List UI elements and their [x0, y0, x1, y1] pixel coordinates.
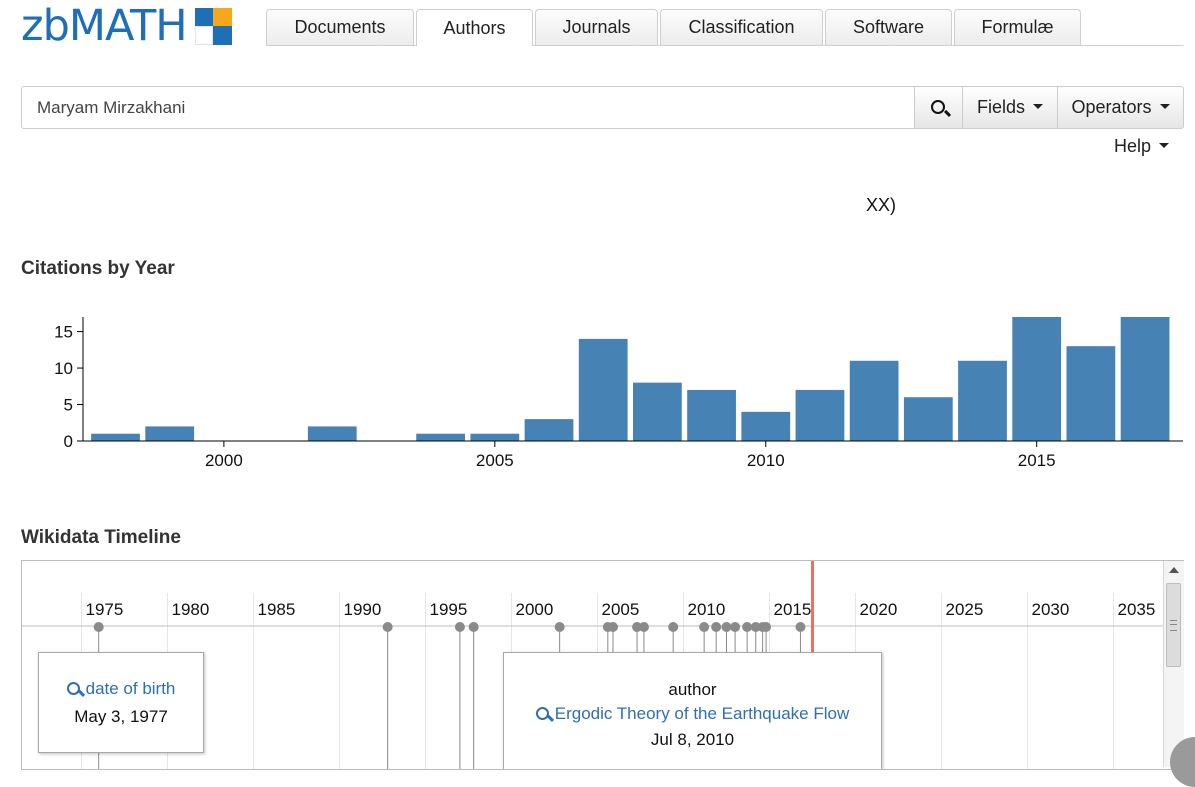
bar-2011[interactable]	[795, 389, 845, 441]
bar-2010[interactable]	[741, 411, 791, 441]
scroll-up-arrow-icon[interactable]	[1169, 567, 1179, 573]
caret-down-icon	[1159, 143, 1170, 148]
scroll-thumb[interactable]	[1166, 583, 1181, 667]
timeline-event-dot[interactable]	[638, 622, 649, 632]
bar-2015[interactable]	[1012, 317, 1062, 441]
bar-2002[interactable]	[307, 426, 357, 441]
timeline-year-label: 1985	[258, 600, 296, 619]
timeline-year-label: 2035	[1118, 600, 1156, 619]
help-dropdown[interactable]: Help	[1114, 136, 1170, 157]
search-icon	[930, 99, 947, 116]
timeline-event-dot[interactable]	[554, 622, 565, 632]
logo-text: zbMATH	[21, 1, 188, 51]
timeline-event-dot[interactable]	[468, 622, 479, 632]
timeline-year-label: 2030	[1032, 600, 1070, 619]
search-button[interactable]	[914, 86, 963, 129]
x-tick-label: 2005	[476, 451, 514, 470]
bar-2004[interactable]	[416, 433, 466, 441]
bar-1998[interactable]	[91, 433, 140, 441]
citations-heading: Citations by Year	[21, 258, 175, 279]
magnifier-icon	[535, 707, 550, 721]
bar-2006[interactable]	[524, 419, 574, 441]
y-tick-label: 5	[64, 396, 73, 415]
x-tick-label: 2000	[205, 451, 243, 470]
card-date: May 3, 1977	[74, 707, 168, 726]
y-tick-label: 10	[54, 359, 73, 378]
bar-1999[interactable]	[145, 426, 195, 441]
timeline-year-label: 1980	[172, 600, 210, 619]
bar-2005[interactable]	[470, 433, 520, 441]
timeline-event-dot[interactable]	[93, 622, 104, 632]
timeline-event-dot[interactable]	[761, 622, 772, 632]
timeline-axis: 7019751980198519901995200020052010201520…	[22, 561, 1183, 769]
logo-mark-icon	[194, 7, 232, 45]
x-tick-label: 2015	[1018, 451, 1056, 470]
timeline-frame[interactable]: 7019751980198519901995200020052010201520…	[21, 560, 1184, 770]
timeline-year-label: 1995	[430, 600, 468, 619]
tab-formulae[interactable]: Formulæ	[954, 9, 1081, 45]
help-label: Help	[1114, 136, 1152, 156]
timeline-event-dot[interactable]	[607, 622, 618, 632]
timeline-year-label: 2020	[860, 600, 898, 619]
timeline-year-label: 1990	[344, 600, 382, 619]
main-tabs: Documents Authors Journals Classificatio…	[266, 9, 1183, 46]
timeline-card-publication[interactable]: author Ergodic Theory of the Earthquake …	[503, 652, 882, 769]
tab-authors[interactable]: Authors	[416, 9, 533, 46]
timeline-event-dot[interactable]	[795, 622, 806, 632]
timeline-event-dot[interactable]	[382, 622, 393, 632]
bar-2013[interactable]	[903, 397, 953, 441]
y-tick-label: 0	[64, 432, 73, 451]
tab-documents[interactable]: Documents	[266, 9, 414, 45]
timeline-year-label: 2000	[516, 600, 554, 619]
timeline-year-label: 2005	[602, 600, 640, 619]
timeline-year-label: 2010	[688, 600, 726, 619]
magnifier-icon	[66, 682, 81, 696]
timeline-year-label: 1975	[86, 600, 124, 619]
timeline-event-dot[interactable]	[454, 622, 465, 632]
citations-bar-chart: 0 5 10 15 2000 2005 2010 2015	[54, 317, 1183, 470]
fields-label: Fields	[976, 97, 1025, 117]
y-tick-label: 15	[54, 323, 73, 342]
bar-2008[interactable]	[633, 382, 682, 441]
timeline-card-birth[interactable]: date of birth May 3, 1977	[38, 652, 204, 753]
tab-classification[interactable]: Classification	[660, 9, 823, 45]
timeline-event-dot[interactable]	[742, 622, 753, 632]
operators-label: Operators	[1071, 97, 1152, 117]
date-of-birth-link[interactable]: date of birth	[66, 679, 175, 699]
timeline-event-dot[interactable]	[711, 622, 722, 632]
timeline-event-dot[interactable]	[668, 622, 679, 632]
caret-down-icon	[1159, 104, 1170, 109]
timeline-event-dot[interactable]	[750, 622, 761, 632]
timeline-event-dot[interactable]	[699, 622, 710, 632]
timeline-scrollbar[interactable]	[1163, 561, 1184, 767]
zbmath-logo[interactable]: zbMATH	[21, 3, 232, 49]
bar-2012[interactable]	[849, 360, 899, 441]
x-tick-label: 2010	[747, 451, 785, 470]
search-input[interactable]	[21, 86, 915, 129]
timeline-year-label: 2025	[946, 600, 984, 619]
timeline-event-dot[interactable]	[632, 622, 643, 632]
timeline-heading: Wikidata Timeline	[21, 527, 181, 548]
caret-down-icon	[1033, 104, 1043, 109]
timeline-event-dot[interactable]	[730, 622, 741, 632]
operators-dropdown[interactable]: Operators	[1057, 86, 1184, 129]
tab-journals[interactable]: Journals	[535, 9, 658, 45]
card-date: Jul 8, 2010	[650, 730, 735, 749]
card-type-label: author	[668, 680, 717, 699]
timeline-year-label: 2015	[774, 600, 812, 619]
tab-software[interactable]: Software	[825, 9, 952, 45]
truncated-text: XX)	[866, 195, 897, 215]
bar-2009[interactable]	[687, 389, 736, 441]
bar-2007[interactable]	[578, 338, 628, 441]
bar-2014[interactable]	[958, 360, 1007, 441]
publication-link[interactable]: Ergodic Theory of the Earthquake Flow	[535, 704, 849, 724]
fields-dropdown[interactable]: Fields	[962, 86, 1058, 129]
timeline-event-dot[interactable]	[721, 622, 732, 632]
bar-2017[interactable]	[1120, 317, 1170, 441]
bar-2016[interactable]	[1066, 346, 1116, 441]
